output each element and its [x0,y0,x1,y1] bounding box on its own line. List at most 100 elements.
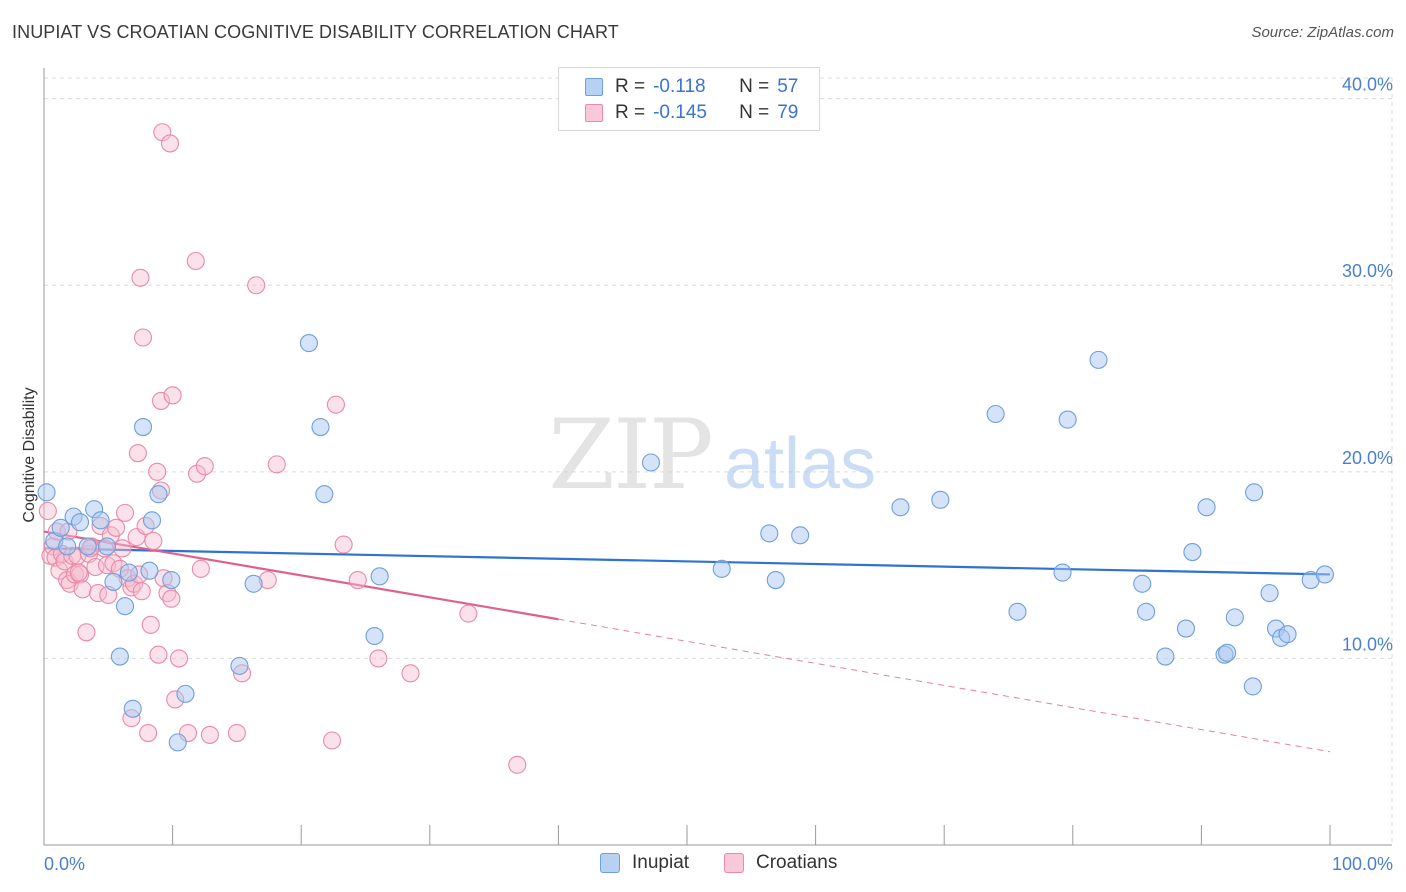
inupiat-point [142,511,162,530]
inupiat-point [891,498,910,517]
inupiat-point [1156,647,1175,666]
inupiat-point [1243,677,1262,696]
inupiat-point [140,561,159,580]
y-axis-label: Cognitive Disability [21,387,38,522]
inupiat-point [110,647,129,666]
x-tick-label: 0.0% [44,854,85,874]
inupiat-point [712,559,731,578]
inupiat-point [91,511,110,530]
inupiat-point [791,526,810,545]
inupiat-point [1053,563,1072,582]
croatian-point [508,755,527,774]
axes [43,68,1392,846]
croatian-swatch [585,104,603,122]
croatian-point [326,395,345,414]
inupiat-point [760,524,779,543]
legend-n-value: 79 [777,102,799,123]
croatian-point [144,531,163,550]
legend-n-label: N = [739,102,770,123]
croatian-point [151,391,171,410]
croatian-point [163,386,182,405]
croatian-point [401,664,420,683]
watermark-atlas: atlas [724,424,876,504]
bottom-legend-croatians-label: Croatians [756,852,838,873]
inupiat-point [70,513,90,532]
croatian-point [195,457,214,476]
inupiat-trend-line [43,547,1331,576]
bottom-legend: Inupiat Croatians [0,852,1406,878]
inupiat-point [766,570,785,590]
croatian-point [369,649,388,668]
croatian-point [106,518,126,537]
x-tick-label: 100.0% [1332,854,1393,874]
croatian-point [131,268,150,287]
croatian-point [113,539,132,558]
inupiat-point [58,537,77,556]
y-tick-label: 20.0% [1342,448,1393,468]
source-label: Source: ZipAtlas.com [1251,24,1394,41]
inupiat-point [1245,483,1264,502]
inupiat-point [1008,602,1027,621]
bottom-legend-inupiat-label: Inupiat [632,852,690,873]
inupiat-swatch [600,853,620,873]
inupiat-point [370,567,389,586]
croatian-trend-extension [558,618,1331,753]
inupiat-point [1260,584,1279,603]
inupiat-point [133,417,153,437]
croatian-point [69,563,88,582]
y-tick-label: 40.0% [1342,75,1393,95]
inupiat-point [149,485,168,504]
croatian-point [169,649,189,668]
croatian-point [73,580,92,599]
croatian-point [227,723,246,743]
legend-n-label: N = [739,76,770,97]
legend-r-value: -0.118 [653,76,706,97]
legend-r-label: R = [615,76,646,97]
tick-labels: 10.0% 20.0% 30.0% 40.0% 0.0% 100.0% [44,75,1393,874]
bottom-legend-inupiat: Inupiat [600,852,689,874]
croatian-point [323,731,342,750]
croatian-point [186,251,205,271]
inupiat-point [315,485,334,504]
legend-row-inupiat: R = -0.118 N = 57 [559,73,798,101]
inupiat-point [311,417,330,437]
inupiat-point [1278,625,1297,644]
inupiat-point [986,404,1005,424]
croatian-point [187,464,207,483]
croatian-point [132,582,151,601]
inupiat-point [1058,410,1077,429]
inupiat-point [119,563,138,582]
inupiat-swatch [585,78,603,96]
trend-lines [43,530,1331,753]
croatian-point [334,535,353,554]
inupiat-point [299,334,318,353]
inupiat-point [97,537,117,556]
legend-n-value: 57 [777,76,799,97]
croatian-point [267,455,286,474]
croatian-point [128,444,147,463]
watermark: ZIP atlas [548,399,876,511]
inupiat-point [244,574,263,593]
inupiat-point [1133,574,1152,593]
croatian-point [141,615,160,634]
gridlines [44,77,1393,845]
croatian-point [149,645,168,664]
legend-r-value: -0.145 [653,102,707,123]
inupiat-point [168,733,187,752]
legend-r-label: R = [615,102,646,123]
inupiat-point [1176,619,1196,638]
croatian-point [38,501,57,521]
croatian-point [133,328,153,347]
croatian-point [459,604,478,623]
inupiat-point [37,483,56,502]
watermark-zip: ZIP [548,399,711,511]
inupiat-point [104,572,123,591]
inupiat-point [176,684,195,703]
croatian-point [162,589,181,608]
inupiat-point [1197,498,1216,517]
chart-title: INUPIAT VS CROATIAN COGNITIVE DISABILITY… [12,22,619,42]
bottom-legend-croatians: Croatians [724,852,837,874]
croatian-point [348,570,367,590]
croatian-point [247,276,266,295]
